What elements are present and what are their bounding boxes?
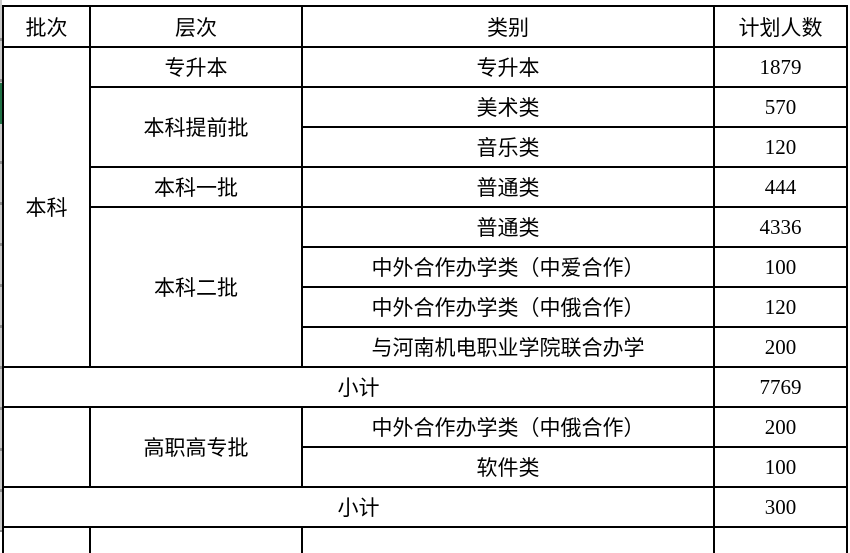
cell-count-music: 120 xyxy=(713,126,848,168)
cell-count-first-general: 444 xyxy=(713,166,848,208)
subtotal-row-undergraduate: 小计 7769 xyxy=(2,366,848,408)
cell-category-zhuanshengben: 专升本 xyxy=(301,46,715,88)
cell-count-sino-ireland: 100 xyxy=(713,246,848,288)
table-header-row: 批次 层次 类别 计划人数 xyxy=(2,5,848,48)
cell-count-art: 570 xyxy=(713,86,848,128)
cell-count-gaozhi-sino-russia: 200 xyxy=(713,406,848,448)
table-row: 音乐类 120 xyxy=(3,126,848,168)
partial-row-cell xyxy=(713,526,848,553)
table-row: 本科二批 普通类 4336 xyxy=(3,206,848,368)
cell-category-music: 音乐类 xyxy=(301,126,715,168)
table-row: 中外合作办学类（中爱合作） 100 xyxy=(3,246,848,288)
partial-row-cell xyxy=(301,526,715,553)
cell-category-second-general: 普通类 xyxy=(301,206,715,248)
cell-count-second-general: 4336 xyxy=(713,206,848,248)
cell-category-art: 美术类 xyxy=(301,86,715,128)
cell-category-software: 软件类 xyxy=(301,446,715,488)
left-edge-green-marker xyxy=(0,83,4,124)
cell-category-first-general: 普通类 xyxy=(301,166,715,208)
cell-batch-benke: 本科 xyxy=(2,46,91,368)
cell-level-pre-batch: 本科提前批 xyxy=(89,86,303,168)
header-cell-level: 层次 xyxy=(89,5,303,48)
table-row: 中外合作办学类（中俄合作） 120 xyxy=(3,286,848,328)
table-row: 软件类 100 xyxy=(3,446,848,488)
subtotal-row-vocational: 小计 300 xyxy=(2,486,848,528)
cell-batch-vocational-empty xyxy=(2,406,91,488)
cell-count-henan-joint: 200 xyxy=(713,326,848,368)
table-row: 本科提前批 美术类 570 xyxy=(3,86,848,168)
cell-subtotal-count-vocational: 300 xyxy=(713,486,848,528)
cell-level-first-batch: 本科一批 xyxy=(89,166,303,208)
cell-subtotal-label-vocational: 小计 xyxy=(2,486,715,528)
cell-category-henan-joint: 与河南机电职业学院联合办学 xyxy=(301,326,715,368)
header-cell-category: 类别 xyxy=(301,5,715,48)
table-row: 高职高专批 中外合作办学类（中俄合作） 200 xyxy=(2,406,848,488)
cell-category-sino-ireland: 中外合作办学类（中爱合作） xyxy=(301,246,715,288)
cell-level-zhuanshengben: 专升本 xyxy=(89,46,303,88)
cell-count-sino-russia: 120 xyxy=(713,286,848,328)
header-cell-batch: 批次 xyxy=(2,5,91,48)
table-row: 本科 专升本 专升本 1879 xyxy=(2,46,848,368)
enrollment-plan-table: 批次 层次 类别 计划人数 本科 专升本 专升本 1879 本科提前批 美术类 … xyxy=(2,5,848,553)
cell-count-zhuanshengben: 1879 xyxy=(713,46,848,88)
left-edge-gridline xyxy=(0,0,2,532)
cell-level-gaozhi: 高职高专批 xyxy=(89,406,303,488)
cell-subtotal-count-undergraduate: 7769 xyxy=(713,366,848,408)
partial-row-cell xyxy=(2,526,91,553)
cell-level-second-batch: 本科二批 xyxy=(89,206,303,368)
header-cell-planned: 计划人数 xyxy=(713,5,848,48)
partial-row-cell xyxy=(89,526,303,553)
cell-category-sino-russia: 中外合作办学类（中俄合作） xyxy=(301,286,715,328)
table-row: 与河南机电职业学院联合办学 200 xyxy=(3,326,848,368)
cell-category-gaozhi-sino-russia: 中外合作办学类（中俄合作） xyxy=(301,406,715,448)
partial-cutoff-row xyxy=(2,526,848,553)
table-row: 本科一批 普通类 444 xyxy=(3,166,848,208)
cell-count-software: 100 xyxy=(713,446,848,488)
cell-subtotal-label-undergraduate: 小计 xyxy=(2,366,715,408)
